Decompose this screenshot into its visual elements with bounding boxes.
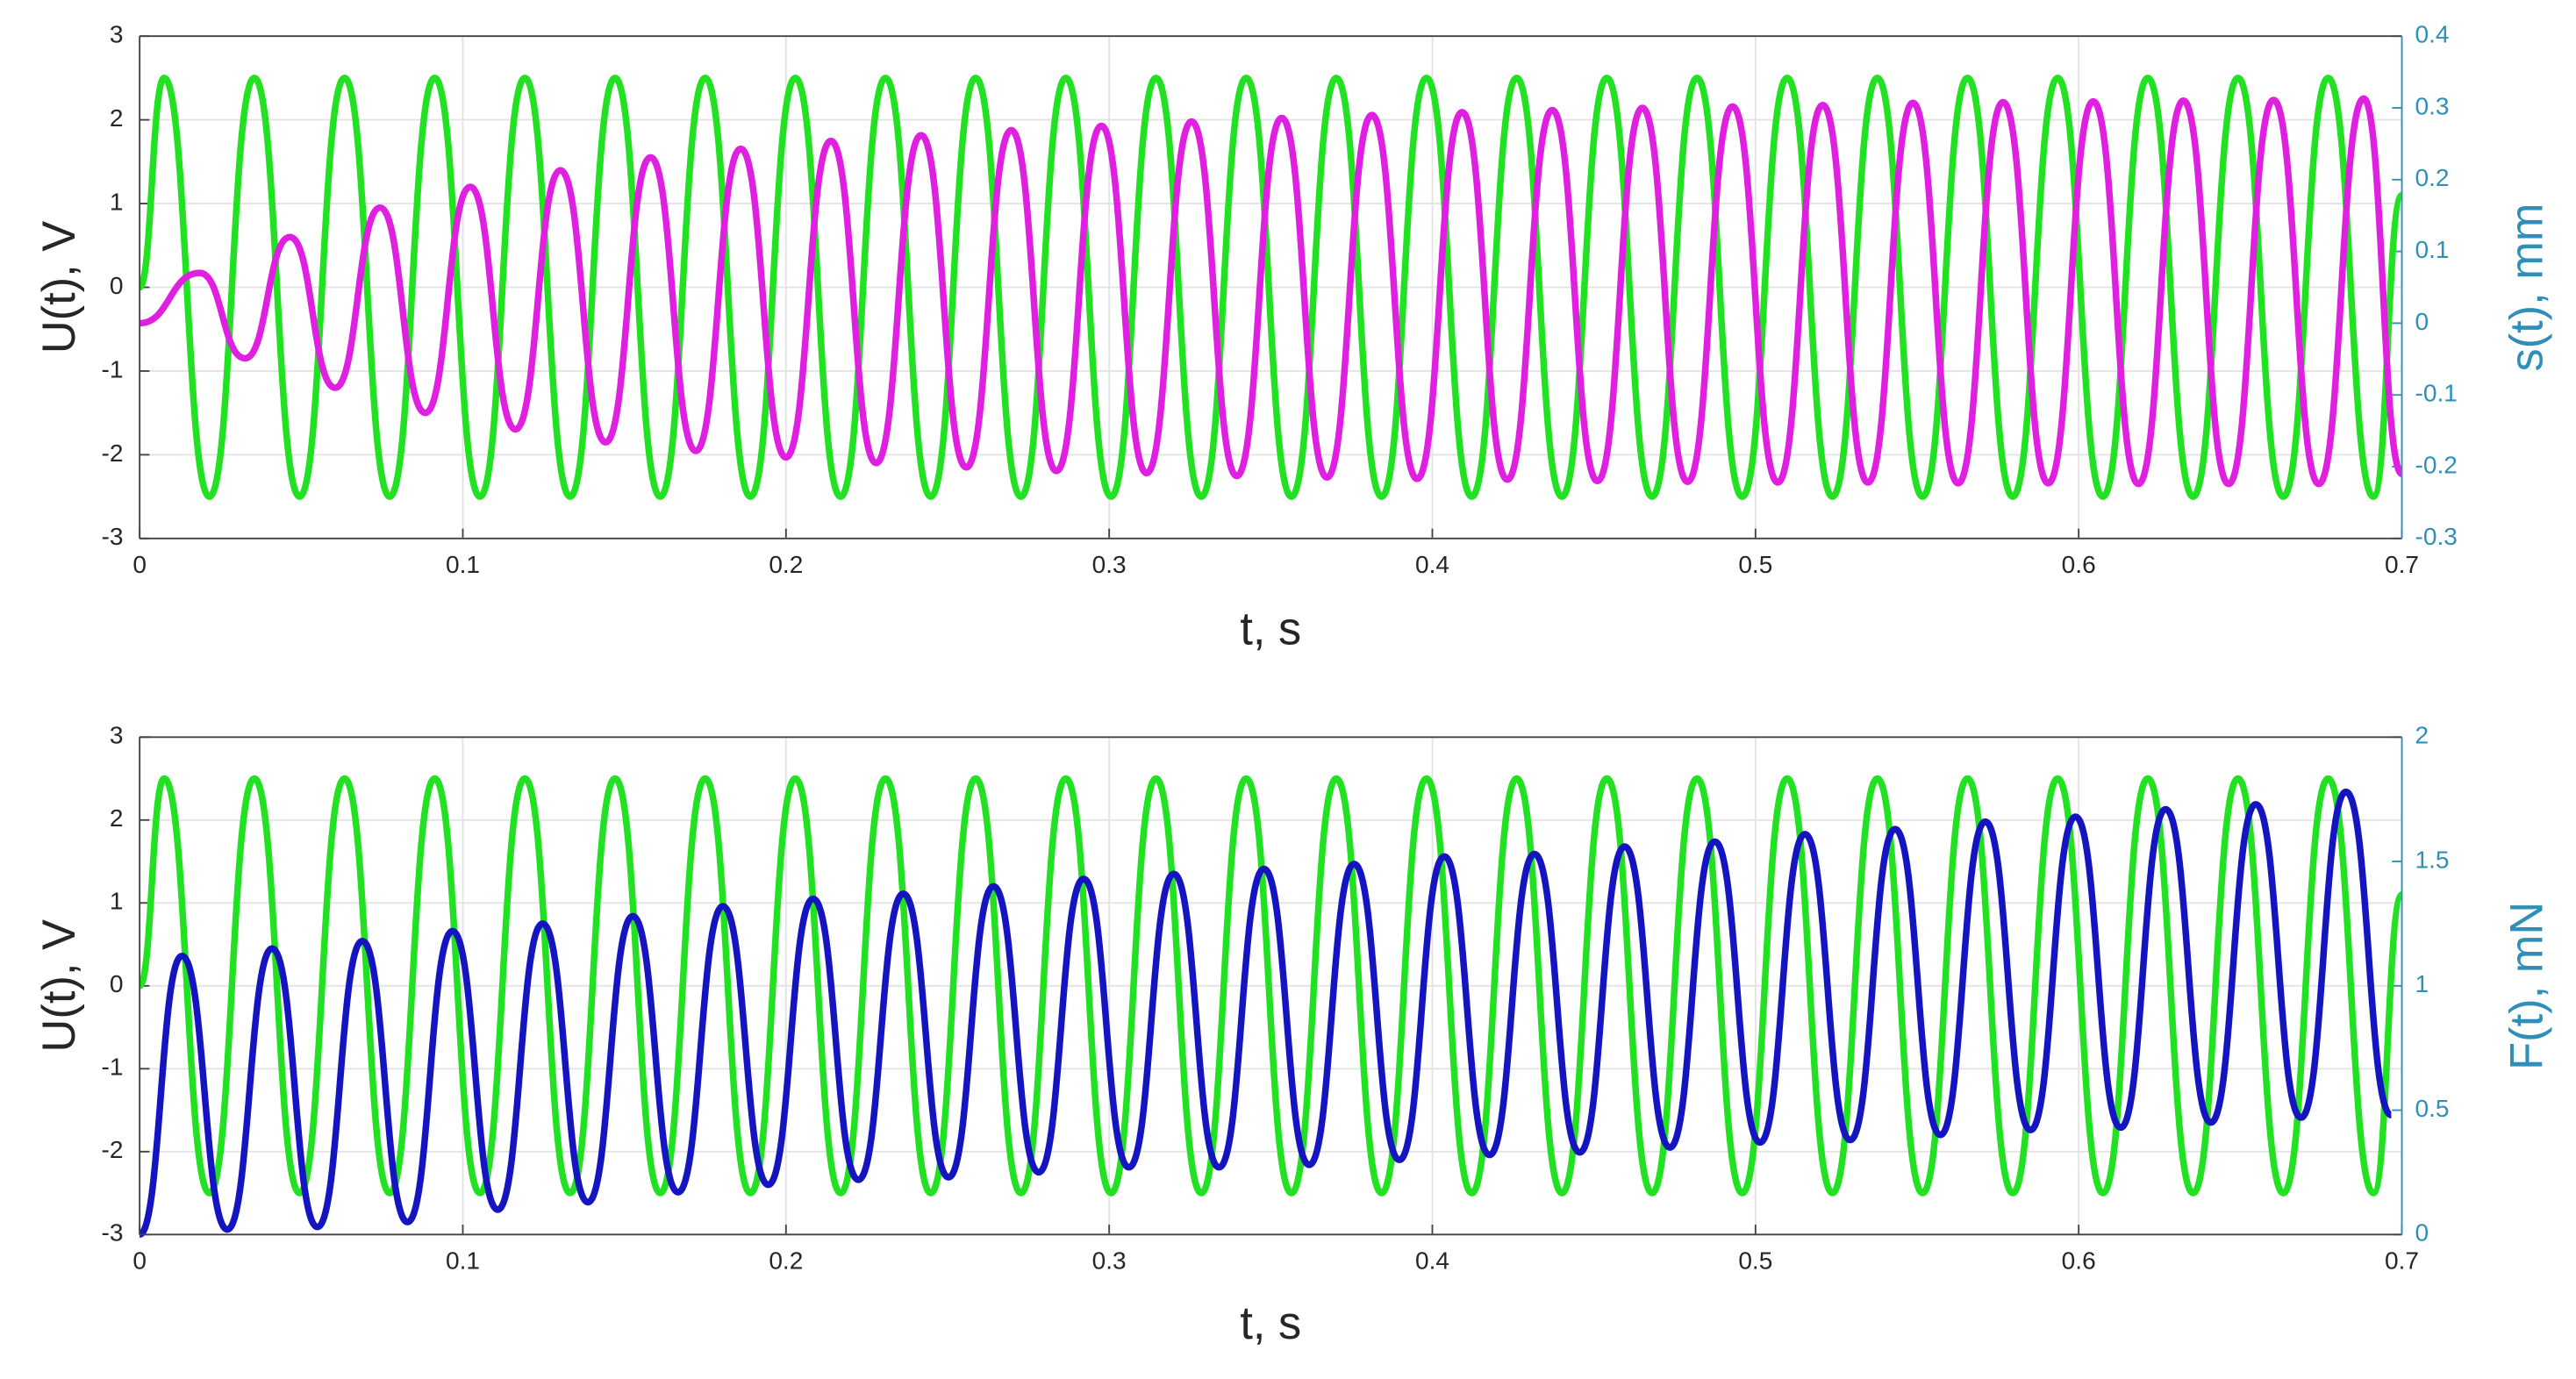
x-tick-label: 0.7 — [2385, 1247, 2419, 1275]
y-tick-label: 3 — [110, 21, 124, 48]
y2-axis-label: s(t), mm — [2501, 203, 2552, 371]
x-tick-label: 0.5 — [1738, 551, 1772, 578]
y-tick-label: -1 — [101, 1054, 123, 1081]
y2-tick-label: -0.3 — [2415, 523, 2458, 550]
axes-frame — [139, 35, 2402, 539]
y-tick-label: 0 — [110, 272, 124, 299]
y-tick-label: 2 — [110, 804, 124, 832]
y-tick-label: 1 — [110, 888, 124, 915]
x-tick-label: 0.3 — [1092, 1247, 1127, 1275]
series-line — [136, 775, 2406, 1197]
x-tick-label: 0.4 — [1415, 551, 1449, 578]
x-tick-label: 0.5 — [1738, 1247, 1772, 1275]
y2-tick-label: 0.2 — [2415, 164, 2450, 191]
x-tick-label: 0.6 — [2062, 551, 2096, 578]
y-tick-label: -3 — [101, 523, 123, 550]
y2-tick-label: 1 — [2415, 970, 2429, 997]
y2-axis-label: F(t), mN — [2501, 902, 2552, 1070]
y-tick-label: 0 — [110, 970, 124, 997]
y-tick-label: -3 — [101, 1219, 123, 1247]
x-tick-label: 0 — [132, 1247, 147, 1275]
x-tick-label: 0.1 — [446, 551, 480, 578]
y-axis-label: U(t), V — [34, 221, 85, 354]
y2-tick-label: 0.3 — [2415, 92, 2450, 119]
y2-tick-label: 0 — [2415, 308, 2429, 335]
series-line — [138, 788, 2394, 1239]
y-tick-label: -2 — [101, 1136, 123, 1163]
y2-tick-label: 0.5 — [2415, 1095, 2450, 1122]
x-tick-label: 0.4 — [1415, 1247, 1449, 1275]
y2-tick-label: -0.1 — [2415, 380, 2458, 407]
x-tick-label: 0.2 — [769, 551, 803, 578]
y2-tick-label: 0.1 — [2415, 236, 2450, 263]
x-axis-label: t, s — [1240, 604, 1301, 654]
x-tick-label: 0.7 — [2385, 551, 2419, 578]
y2-tick-label: -0.2 — [2415, 451, 2458, 478]
y-tick-label: 3 — [110, 722, 124, 749]
y-tick-label: 1 — [110, 188, 124, 215]
x-tick-label: 0.6 — [2062, 1247, 2096, 1275]
axes-frame — [139, 736, 2402, 1236]
x-tick-label: 0.1 — [446, 1247, 480, 1275]
x-tick-label: 0.3 — [1092, 551, 1127, 578]
series-line — [136, 75, 2406, 500]
x-tick-label: 0 — [132, 551, 147, 578]
y2-tick-label: 0 — [2415, 1219, 2429, 1247]
y2-tick-label: 2 — [2415, 722, 2429, 749]
y-tick-label: -1 — [101, 355, 123, 382]
y2-tick-label: 1.5 — [2415, 846, 2450, 873]
y-axis-label: U(t), V — [34, 919, 85, 1052]
y-tick-label: 2 — [110, 104, 124, 132]
x-tick-label: 0.2 — [769, 1247, 803, 1275]
y-tick-label: -2 — [101, 439, 123, 467]
x-axis-label: t, s — [1240, 1298, 1301, 1349]
y2-tick-label: 0.4 — [2415, 21, 2450, 48]
series-line — [139, 95, 2406, 488]
